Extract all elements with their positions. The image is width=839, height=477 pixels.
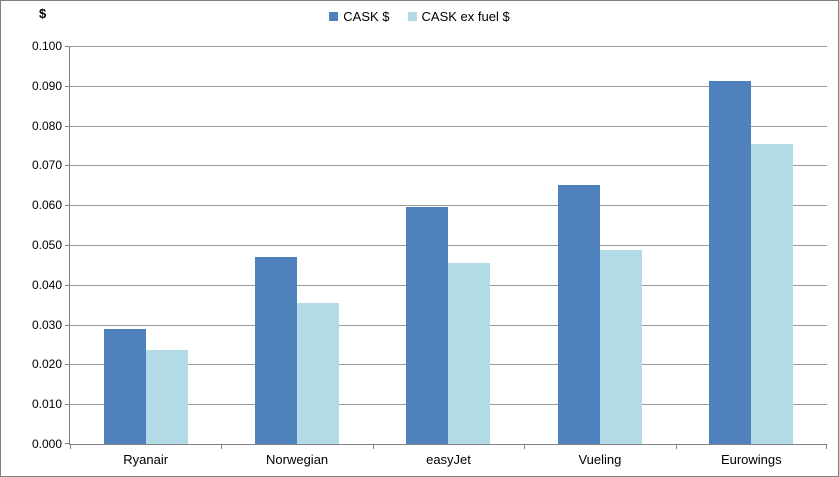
y-tick-label: 0.040 <box>31 277 62 292</box>
bar-group-eurowings <box>676 46 827 444</box>
bar-group-ryanair <box>70 46 221 444</box>
cask-ex-fuel-bar-eurowings <box>751 143 794 444</box>
gridline <box>70 46 827 47</box>
gridline <box>70 165 827 167</box>
legend-swatch-cask <box>329 12 339 21</box>
y-tick-label: 0.090 <box>31 78 62 93</box>
y-axis-title: $ <box>39 6 47 21</box>
y-axis-tick <box>65 46 70 47</box>
y-axis-tick <box>65 443 70 444</box>
cask-ex-fuel-bar-norwegian <box>297 302 340 444</box>
cask-bar-eurowings <box>709 80 752 444</box>
legend-label-cask: CASK $ <box>343 9 390 24</box>
y-axis-tick <box>65 165 70 167</box>
x-category-label-easyjet: easyJet <box>426 452 471 467</box>
x-axis-tick <box>70 444 71 449</box>
cask-bar-easyjet <box>406 207 449 444</box>
bar-group-easyjet <box>373 46 524 444</box>
x-axis-tick <box>675 444 677 449</box>
x-axis-tick <box>524 444 526 449</box>
legend-swatch-cask-ex-fuel <box>407 12 417 21</box>
x-category-label-norwegian: Norwegian <box>266 452 329 467</box>
y-tick-label: 0.010 <box>31 397 62 412</box>
cask-bar-ryanair <box>103 329 146 444</box>
y-axis-tick <box>65 324 70 326</box>
y-axis-tick <box>65 245 70 246</box>
x-axis-tick <box>826 444 827 449</box>
legend-label-cask-ex-fuel: CASK ex fuel $ <box>421 9 510 24</box>
gridline <box>70 245 827 246</box>
y-tick-label: 0.070 <box>31 158 62 173</box>
bar-group-norwegian <box>221 46 372 444</box>
y-tick-label: 0.080 <box>31 118 62 133</box>
cask-ex-fuel-bar-ryanair <box>145 350 188 444</box>
y-axis-tick <box>65 404 70 406</box>
x-category-label-ryanair: Ryanair <box>123 452 169 467</box>
y-axis-tick <box>65 284 70 286</box>
y-tick-label: 0.060 <box>31 198 62 213</box>
y-tick-label: 0.020 <box>31 357 62 372</box>
y-axis-tick <box>65 364 70 366</box>
x-axis-tick <box>372 444 374 449</box>
x-category-label-vueling: Vueling <box>578 452 622 467</box>
y-tick-label: 0.000 <box>31 437 62 451</box>
cask-bar-vueling <box>557 185 600 444</box>
gridline <box>70 125 827 127</box>
y-tick-label: 0.050 <box>31 238 62 252</box>
y-tick-label: 0.030 <box>31 317 62 332</box>
x-axis-tick <box>221 444 223 449</box>
gridline <box>70 205 827 207</box>
y-axis-tick <box>65 85 70 87</box>
cask-ex-fuel-bar-vueling <box>599 249 642 444</box>
legend-item-cask: CASK $ <box>329 9 390 24</box>
plot-area: 0.000 0.010 0.020 0.030 0.040 0.050 0.060 0.070… <box>32 39 827 467</box>
legend: CASK $ CASK ex fuel $ <box>1 9 838 24</box>
cask-ex-fuel-bar-easyjet <box>448 262 491 444</box>
cask-bar-norwegian <box>255 256 298 444</box>
bar-group-vueling <box>524 46 675 444</box>
gridline <box>70 85 827 87</box>
legend-item-cask-ex-fuel: CASK ex fuel $ <box>407 9 510 24</box>
y-axis-tick <box>65 125 70 127</box>
x-category-label-eurowings: Eurowings <box>720 452 782 467</box>
y-tick-label: 0.100 <box>31 39 62 53</box>
y-axis-tick <box>65 205 70 207</box>
